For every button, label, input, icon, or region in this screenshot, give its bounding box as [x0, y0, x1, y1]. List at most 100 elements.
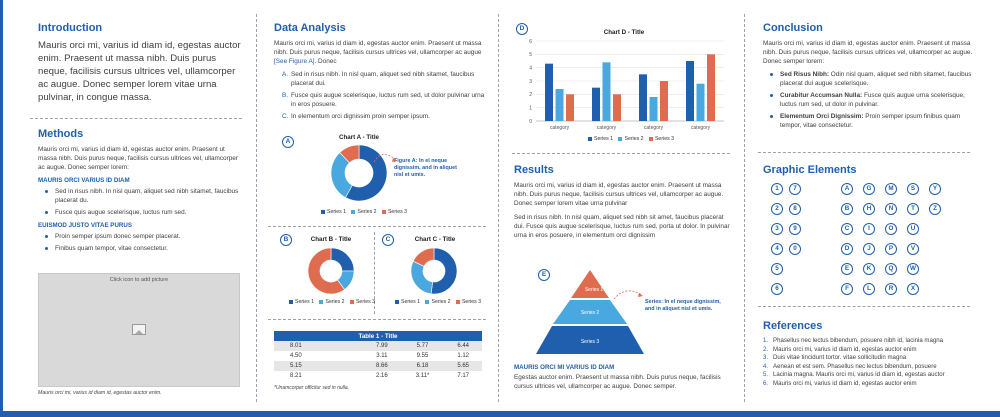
chart-b-title: Chart B - Title: [310, 236, 352, 243]
graphic-glyph: 1: [771, 183, 783, 195]
reference-item: 5. Lacinia magna. Mauris orci mi, varius …: [763, 371, 945, 379]
methods-subheading-1: MAURIS ORCI VARIUS ID DIAM: [38, 177, 130, 184]
conclusion-list: Sed Risus Nibh: Odin nisl quam, aliquet …: [763, 70, 973, 130]
graphic-glyph: X: [907, 283, 919, 295]
section-divider: [30, 118, 242, 119]
chart-d-bar-chart: 0 1 2 3 4 5 6 category category category category: [529, 39, 724, 131]
donut-slice-1: [345, 144, 388, 202]
bar-2: [602, 62, 611, 121]
accent-bar-bottom: [0, 411, 1000, 417]
list-item: Curabitur Accumsan Nulla: Fusce quis aug…: [763, 91, 973, 109]
graphic-glyph: I: [863, 223, 875, 235]
pyramid-level-3: [536, 326, 644, 354]
references-list: 1. Phasellus nec lectus bibendum, posuere…: [763, 337, 973, 389]
chart-a-marker: A: [282, 136, 294, 148]
y-tick-label: 5: [529, 52, 532, 58]
picture-caption: Mauris orci mi, varius id diam id, egest…: [38, 390, 162, 396]
section-divider: [758, 306, 970, 307]
graphic-glyph: K: [863, 263, 875, 275]
column-4: Conclusion Mauris orci mi, varius id dia…: [763, 0, 973, 408]
chart-b-marker: B: [280, 234, 292, 246]
chart-b-donut: [307, 247, 355, 295]
chart-d-title: Chart D - Title: [603, 29, 645, 36]
methods-subheading-2: EUISMOD JUSTO VITAE PURUS: [38, 222, 132, 229]
reference-item: 4. Aenean et est sem. Phasellus nec lectu…: [763, 362, 937, 370]
picture-placeholder[interactable]: Click icon to add picture: [38, 273, 240, 387]
picture-hint: Click icon to add picture: [109, 277, 169, 283]
graphic-glyph: P: [885, 243, 897, 255]
bar-1: [686, 61, 694, 121]
pyramid-level-2: [553, 300, 627, 324]
x-tick-label: category: [644, 125, 664, 131]
list-item: Proin semper ipsum donec semper placerat…: [38, 232, 243, 241]
annotation-arrow: [613, 290, 643, 300]
bar-3: [613, 94, 621, 121]
bar-3: [707, 54, 715, 121]
series-annotation: Series: In el neque dignissim, and in al…: [645, 299, 721, 312]
pyramid-label-2: Series 2: [581, 310, 600, 316]
column-divider: [256, 14, 257, 402]
table-row: 8.01 7.99 5.77 6.44: [274, 341, 482, 351]
donut-slice-3: [412, 247, 435, 267]
reference-item: 1. Phasellus nec lectus bibendum, posuere…: [763, 337, 944, 344]
chart-a-title: Chart A - Title: [339, 134, 379, 141]
bar-1: [592, 87, 600, 121]
list-item: Sed Risus Nibh: Odin nisl quam, aliquet …: [763, 70, 973, 88]
graphic-glyph: C: [841, 223, 853, 235]
graphic-glyph: G: [863, 183, 875, 195]
results-text-1: Mauris orci mi, varius id diam id, egest…: [514, 182, 724, 207]
chart-c-title: Chart C - Title: [414, 236, 456, 243]
pyramid-chart: Series 1 Series 2 Series 3: [536, 270, 644, 354]
donut-slice-1: [430, 247, 458, 295]
graphic-glyph: J: [863, 243, 875, 255]
y-tick-label: 3: [529, 79, 532, 85]
figure-link[interactable]: [See Figure A]: [274, 58, 315, 65]
graphic-glyph: 9: [789, 223, 801, 235]
bar-2: [555, 89, 564, 121]
references-title: References: [763, 320, 823, 332]
graphic-glyph: V: [907, 243, 919, 255]
chart-e-marker: E: [538, 269, 550, 281]
graphic-glyph: A: [841, 183, 853, 195]
list-item: C. In elementum orci dignissim proin semp…: [282, 113, 430, 120]
graphic-glyph: D: [841, 243, 853, 255]
results-text-3: Egestas auctor enim. Praesent ut massa n…: [514, 374, 721, 390]
graphic-glyph: E: [841, 263, 853, 275]
chart-d-marker: D: [516, 23, 528, 35]
intro-title: Introduction: [38, 22, 103, 34]
table-row: 4.50 3.11 9.55 1.12: [290, 353, 470, 359]
picture-icon[interactable]: [132, 324, 146, 335]
graphic-title: Graphic Elements: [763, 164, 857, 176]
chart-a-donut: [330, 144, 388, 202]
pyramid-label-3: Series 3: [581, 339, 600, 345]
pyramid-label-1: Series 1: [585, 287, 604, 293]
bar-2: [649, 97, 658, 121]
x-tick-label: category: [597, 125, 617, 131]
y-tick-label: 2: [529, 92, 532, 98]
graphic-glyph: F: [841, 283, 853, 295]
graphic-glyph: Z: [929, 203, 941, 215]
results-title: Results: [514, 164, 554, 176]
conclusion-title: Conclusion: [763, 22, 823, 34]
y-tick-label: 4: [529, 65, 532, 71]
donut-slice-3: [339, 144, 360, 164]
table-row: 8.21 2.16 3.11* 7.17: [290, 373, 470, 379]
chart-b-legend: Series 1 Series 2 Series 3: [284, 299, 376, 305]
pyramid-level-1: [571, 270, 609, 298]
graphic-glyph: 5: [771, 263, 783, 275]
column-1: Introduction Mauris orci mi, varius id d…: [38, 0, 243, 408]
x-tick-label: category: [550, 125, 570, 131]
section-divider: [268, 226, 486, 227]
chart-c-legend: Series 1 Series 2 Series 3: [386, 299, 486, 305]
analysis-text: Mauris orci mi, varius id diam id, egest…: [274, 40, 482, 65]
graphic-glyph: 8: [789, 203, 801, 215]
column-divider: [744, 14, 745, 402]
y-tick-label: 1: [529, 105, 532, 111]
reference-item: 6. Mauris orci mi, varius id diam id, ege…: [763, 379, 917, 387]
graphic-glyph: 7: [789, 183, 801, 195]
x-tick-label: category: [691, 125, 711, 131]
list-item: Finibus quam tempor, vitae consectetur.: [38, 244, 243, 253]
column-3: D Chart D - Title 0 1 2 3 4 5 6 category categor…: [514, 0, 732, 408]
donut-slice-1: [330, 247, 355, 272]
